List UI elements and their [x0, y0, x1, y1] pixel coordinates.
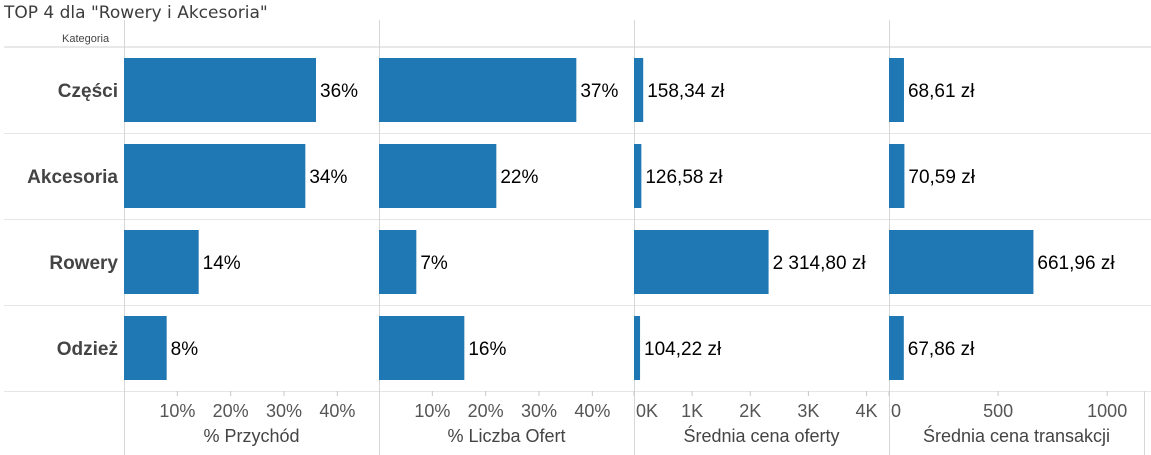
- tick-label-przychod: 10%: [159, 401, 195, 421]
- data-label-liczba-ofert: 16%: [468, 339, 506, 360]
- data-label-cena-oferty: 104,22 zł: [644, 339, 722, 360]
- category-label: Akcesoria: [27, 167, 118, 188]
- axis-title-cena-oferty: Średnia cena oferty: [683, 425, 839, 446]
- bar-przychod: [124, 316, 167, 380]
- data-label-cena-transakcji: 67,86 zł: [908, 339, 975, 360]
- bar-cena-transakcji: [889, 58, 904, 122]
- chart-panels: Części Akcesoria Rowery Odzież 36% 34% 14% 8% 10…: [4, 20, 1151, 455]
- data-label-cena-oferty: 158,34 zł: [647, 81, 725, 102]
- data-label-liczba-ofert: 22%: [500, 167, 538, 188]
- bar-cena-oferty: [634, 316, 641, 380]
- data-label-liczba-ofert: 37%: [580, 81, 618, 102]
- data-label-cena-transakcji: 68,61 zł: [908, 81, 975, 102]
- bar-cena-oferty: [634, 144, 642, 208]
- tick-label-liczba-ofert: 20%: [468, 401, 504, 421]
- axis-title-cena-transakcji: Średnia cena transakcji: [923, 425, 1110, 446]
- tick-label-przychod: 20%: [213, 401, 249, 421]
- bar-liczba-ofert: [379, 58, 577, 122]
- tick-label-cena-oferty: 3K: [797, 401, 819, 421]
- category-label: Rowery: [49, 253, 118, 274]
- data-label-przychod: 34%: [309, 167, 347, 188]
- tick-label-liczba-ofert: 40%: [574, 401, 610, 421]
- bar-przychod: [124, 230, 199, 294]
- tick-label-liczba-ofert: 10%: [414, 401, 450, 421]
- bar-cena-transakcji: [889, 144, 905, 208]
- tick-label-cena-transakcji: 500: [983, 401, 1013, 421]
- data-label-cena-transakcji: 661,96 zł: [1037, 253, 1115, 274]
- tick-label-cena-transakcji: 1000: [1087, 401, 1127, 421]
- category-label: Części: [58, 81, 118, 102]
- data-label-liczba-ofert: 7%: [420, 253, 448, 274]
- tick-label-cena-oferty: 1K: [681, 401, 703, 421]
- data-label-cena-oferty: 2 314,80 zł: [773, 253, 867, 274]
- tick-label-cena-oferty: 2K: [739, 401, 761, 421]
- tick-label-cena-oferty: 0K: [636, 401, 658, 421]
- bar-liczba-ofert: [379, 316, 465, 380]
- tick-label-przychod: 30%: [266, 401, 302, 421]
- axis-title-liczba-ofert: % Liczba Ofert: [447, 426, 565, 446]
- bar-cena-oferty: [634, 230, 769, 294]
- data-label-przychod: 8%: [171, 339, 199, 360]
- data-label-cena-transakcji: 70,59 zł: [908, 167, 975, 188]
- bar-liczba-ofert: [379, 230, 417, 294]
- tick-label-liczba-ofert: 30%: [521, 401, 557, 421]
- bar-przychod: [124, 58, 316, 122]
- tick-label-cena-transakcji: 0: [891, 401, 901, 421]
- data-label-przychod: 36%: [320, 81, 358, 102]
- tick-label-cena-oferty: 4K: [856, 401, 878, 421]
- bar-cena-transakcji: [889, 316, 904, 380]
- tick-label-przychod: 40%: [319, 401, 355, 421]
- bar-przychod: [124, 144, 306, 208]
- bar-cena-transakcji: [889, 230, 1034, 294]
- data-label-cena-oferty: 126,58 zł: [645, 167, 723, 188]
- bar-liczba-ofert: [379, 144, 497, 208]
- bar-cena-oferty: [634, 58, 644, 122]
- data-label-przychod: 14%: [203, 253, 241, 274]
- chart-title: TOP 4 dla "Rowery i Akcesoria": [3, 3, 268, 23]
- axis-title-przychod: % Przychód: [203, 426, 299, 446]
- category-label: Odzież: [57, 339, 118, 360]
- row-header: Kategoria: [62, 33, 110, 45]
